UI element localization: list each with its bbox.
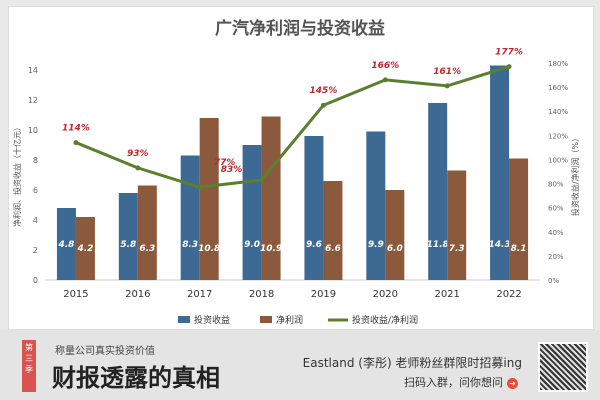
bar-investment-income — [490, 65, 510, 280]
y-tick-label: 0 — [33, 276, 38, 285]
y2-tick-label: 180% — [548, 60, 568, 68]
y2-tick-label: 160% — [548, 84, 568, 92]
bar-data-label: 5.8 — [120, 240, 136, 250]
y2-tick-label: 40% — [548, 229, 564, 237]
cta-link[interactable]: 扫码入群，问你想问 ➜ — [404, 374, 518, 390]
legend-label: 投资收益 — [194, 314, 230, 326]
bar-data-label: 6.6 — [325, 244, 341, 254]
ratio-point — [506, 64, 512, 70]
bar-net-profit — [385, 190, 405, 280]
legend-label: 投资收益/净利润 — [352, 314, 418, 326]
ratio-point — [382, 77, 388, 83]
y-tick-label: 10 — [28, 126, 38, 135]
cta-text: 扫码入群，问你想问 — [404, 376, 503, 389]
x-tick-label: 2018 — [249, 289, 274, 300]
bar-data-label: 4.2 — [76, 244, 93, 254]
y2-tick-label: 0% — [548, 277, 559, 285]
ratio-data-label: 177% — [495, 48, 523, 58]
bar-data-label: 10.9 — [260, 244, 282, 254]
y-tick-label: 2 — [33, 246, 38, 255]
ratio-data-label: 93% — [127, 149, 149, 159]
bar-investment-income — [56, 208, 76, 280]
bar-data-label: 4.8 — [57, 240, 74, 250]
y2-tick-label: 140% — [548, 108, 568, 116]
legend-swatch — [260, 316, 272, 323]
ratio-point — [444, 83, 450, 89]
bar-data-label: 6.3 — [139, 244, 155, 254]
bar-investment-income — [366, 131, 386, 280]
y2-axis-label: 投资收益/净利润（%） — [570, 134, 580, 216]
bar-investment-income — [180, 155, 200, 280]
bar-data-label: 14.3 — [488, 240, 510, 250]
y-tick-label: 12 — [28, 96, 38, 105]
chart-title: 广汽净利润与投资收益 — [215, 19, 385, 39]
ratio-data-label: 114% — [62, 124, 90, 134]
x-tick-label: 2017 — [187, 289, 212, 300]
bar-investment-income — [428, 103, 448, 280]
promo-text: Eastland (李彤) 老师粉丝群限时招募ing — [302, 356, 522, 370]
bar-data-label: 11.8 — [427, 240, 449, 250]
qr-code — [538, 342, 588, 392]
banner-subtitle: 称量公司真实投资价值 — [55, 346, 155, 357]
bar-net-profit — [447, 170, 467, 280]
legend-label: 净利润 — [276, 314, 303, 326]
ratio-point — [259, 177, 265, 183]
bar-net-profit — [137, 185, 157, 280]
ratio-data-label: 83% — [221, 165, 243, 175]
ratio-data-label: 77% — [214, 158, 236, 168]
bar-data-label: 7.3 — [449, 244, 465, 254]
arrow-right-icon: ➜ — [507, 378, 518, 389]
bar-data-label: 8.3 — [182, 240, 198, 250]
bar-investment-income — [304, 136, 324, 280]
y2-tick-label: 60% — [548, 205, 564, 213]
ratio-data-label: 161% — [433, 67, 461, 77]
y-tick-label: 14 — [28, 66, 38, 75]
x-tick-label: 2015 — [63, 289, 88, 300]
y2-tick-label: 80% — [548, 181, 564, 189]
bar-net-profit — [261, 116, 281, 280]
x-tick-label: 2022 — [496, 289, 521, 300]
y2-tick-label: 120% — [548, 132, 568, 140]
bar-net-profit — [199, 118, 219, 280]
y-tick-label: 4 — [33, 216, 38, 225]
ratio-data-label: 166% — [371, 61, 399, 71]
bar-investment-income — [118, 193, 138, 280]
bar-investment-income — [242, 145, 262, 280]
bar-data-label: 8.1 — [511, 244, 527, 254]
x-tick-label: 2020 — [373, 289, 398, 300]
bar-data-label: 9.9 — [368, 240, 384, 250]
bar-data-label: 6.0 — [387, 244, 403, 254]
bar-data-label: 10.8 — [198, 244, 220, 254]
ratio-point — [135, 165, 141, 171]
season-ribbon: 第三季 — [22, 340, 36, 392]
x-tick-label: 2016 — [125, 289, 150, 300]
bar-data-label: 9.0 — [244, 240, 260, 250]
legend-swatch — [178, 316, 190, 323]
x-tick-label: 2019 — [311, 289, 336, 300]
bar-net-profit — [75, 217, 95, 280]
bar-data-label: 9.6 — [306, 240, 322, 250]
chart: 024681012140%20%40%60%80%100%120%140%160… — [12, 48, 580, 326]
ratio-point — [320, 102, 326, 108]
ratio-line — [75, 65, 510, 189]
y-tick-label: 8 — [33, 156, 38, 165]
ratio-point — [73, 140, 79, 146]
x-tick-label: 2021 — [434, 289, 459, 300]
bar-net-profit — [323, 181, 343, 280]
y-axis-label: 净利润、投资收益（十亿元） — [12, 123, 22, 227]
bar-net-profit — [509, 158, 529, 280]
y2-tick-label: 100% — [548, 156, 568, 164]
y-tick-label: 6 — [33, 186, 38, 195]
ratio-point — [197, 184, 203, 190]
banner-title: 财报透露的真相 — [52, 363, 220, 392]
footer-banner: 第三季 称量公司真实投资价值 财报透露的真相 Eastland (李彤) 老师粉… — [0, 330, 600, 400]
y2-tick-label: 20% — [548, 253, 564, 261]
ratio-data-label: 145% — [310, 86, 338, 96]
